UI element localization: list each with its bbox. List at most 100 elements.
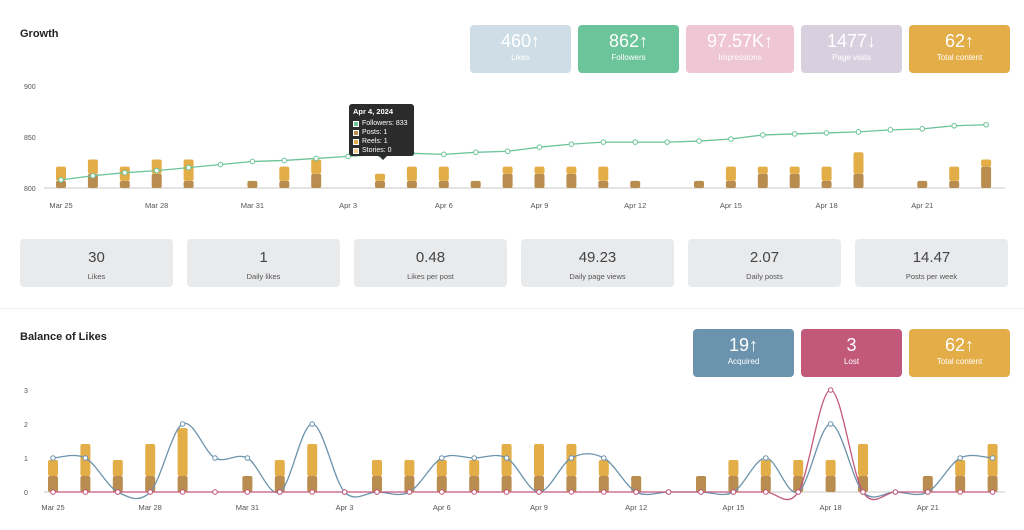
bar-posts: [469, 476, 480, 492]
legend-swatch: [353, 138, 359, 145]
x-tick-label: Apr 3: [339, 201, 357, 210]
bar-posts: [48, 476, 58, 492]
kpi-total-content-value: 62↑: [944, 31, 975, 51]
growth-chart[interactable]: 800 850 900 Mar 25 Mar 28 Mar 31 Apr 3 Apr 6 Apr…: [0, 80, 1024, 210]
legend-swatch: [353, 120, 359, 127]
balance-title: Balance of Likes: [20, 331, 107, 343]
bar-posts: [183, 180, 194, 188]
point-acquired: [957, 455, 964, 461]
tooltip-date: Apr 4, 2024: [353, 107, 394, 116]
point-acquired: [503, 455, 510, 461]
point-followers: [728, 136, 734, 142]
kpi-balance-total-content[interactable]: 62↑ Total content: [909, 329, 1010, 377]
arrow-up-icon: ↑: [639, 31, 649, 51]
point-lost: [277, 489, 283, 495]
point-lost: [439, 489, 445, 495]
point-lost: [698, 489, 704, 495]
point-lost: [212, 489, 218, 495]
y-tick-label: 1: [24, 456, 28, 463]
kpi-acquired[interactable]: 19↑ Acquired: [693, 329, 794, 377]
kpi-page-visits[interactable]: 1477↓ Page visits: [801, 25, 902, 73]
bar-reels: [598, 460, 609, 477]
point-followers: [217, 161, 224, 168]
point-lost: [795, 489, 802, 495]
point-followers: [696, 138, 702, 144]
bar-reels: [48, 460, 58, 477]
bar-reels: [598, 166, 609, 181]
point-acquired: [601, 455, 607, 461]
point-acquired: [82, 455, 89, 461]
stat-daily-likes: 1 Daily likes: [187, 239, 340, 287]
bar-posts: [307, 476, 318, 492]
bar-reels: [789, 166, 800, 174]
point-lost: [503, 489, 510, 495]
point-lost: [82, 489, 89, 495]
point-lost: [406, 489, 413, 495]
arrow-down-icon: ↓: [867, 31, 877, 51]
tooltip-row-posts: Posts: 1: [353, 128, 410, 137]
point-followers: [185, 164, 192, 171]
bar-posts: [438, 180, 449, 188]
x-tick-label: Mar 31: [241, 201, 264, 210]
point-lost: [341, 489, 348, 495]
kpi-lost-label: Lost: [843, 357, 860, 366]
bar-posts: [279, 180, 290, 188]
y-tick-label: 0: [24, 490, 28, 497]
x-tick-label: Apr 6: [435, 201, 453, 210]
kpi-likes[interactable]: 460↑ Likes: [470, 25, 571, 73]
balance-chart[interactable]: 0 1 2 3 Mar 25 Mar 28 Mar 31 Apr 3 Apr 6 Apr 9 Apr…: [0, 382, 1024, 517]
kpi-lost[interactable]: 3 Lost: [801, 329, 902, 377]
kpi-followers[interactable]: 862↑ Followers: [578, 25, 679, 73]
bar-posts: [760, 476, 771, 492]
bar-reels: [725, 166, 736, 181]
bar-reels: [793, 460, 804, 477]
bar-reels: [274, 460, 285, 477]
y-tick-label: 3: [24, 388, 28, 395]
point-followers: [441, 151, 447, 158]
point-acquired: [439, 455, 445, 461]
arrow-up-icon: ↑: [965, 335, 975, 355]
line-followers: [60, 124, 987, 181]
point-followers: [664, 139, 670, 145]
point-acquired: [212, 455, 218, 461]
bar-posts: [436, 476, 447, 492]
y-tick-label: 900: [24, 84, 36, 91]
bar-posts: [112, 476, 123, 492]
stat-daily-page-views: 49.23 Daily page views: [521, 239, 674, 287]
kpi-balance-total-content-value: 62↑: [944, 335, 975, 355]
point-acquired: [309, 421, 316, 427]
kpi-impressions[interactable]: 97.57K↑ Impressions: [686, 25, 794, 73]
x-tick-label: Apr 18: [820, 503, 842, 512]
point-followers: [122, 169, 128, 176]
bar-posts: [789, 173, 800, 188]
tooltip-row-reels: Reels: 1: [353, 137, 410, 146]
bar-reels: [757, 166, 768, 174]
x-tick-label: Apr 9: [531, 201, 549, 210]
bar-reels: [404, 460, 415, 477]
x-tick-label: Apr 15: [720, 201, 742, 210]
bar-reels: [406, 166, 417, 181]
bar-reels: [279, 166, 290, 181]
kpi-total-content[interactable]: 62↑ Total content: [909, 25, 1010, 73]
bar-posts: [598, 476, 609, 492]
line-acquired: [52, 422, 993, 500]
point-followers: [823, 130, 830, 136]
bar-posts: [566, 173, 577, 188]
point-followers: [632, 139, 639, 145]
bar-reels: [469, 460, 480, 477]
point-lost: [860, 489, 866, 495]
bar-posts: [922, 476, 933, 492]
point-lost: [50, 489, 56, 495]
bar-posts: [177, 476, 188, 492]
point-lost: [471, 489, 478, 495]
point-followers: [58, 177, 64, 183]
bar-reels: [145, 444, 156, 477]
bar-posts: [242, 476, 253, 492]
bar-reels: [825, 460, 836, 477]
bar-posts: [987, 476, 998, 492]
point-lost: [244, 489, 251, 495]
tooltip-row-followers: Followers: 833: [353, 119, 410, 128]
bar-posts: [981, 166, 992, 188]
bar-posts: [725, 180, 736, 188]
y-tick-label: 850: [24, 135, 36, 142]
